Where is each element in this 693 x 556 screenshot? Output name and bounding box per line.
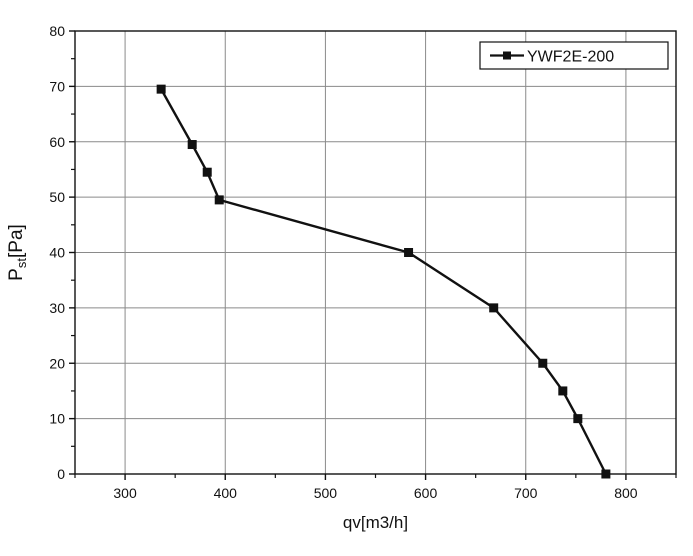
y-tick-label: 40 <box>49 245 65 261</box>
y-tick-label: 80 <box>49 23 65 39</box>
series-line <box>160 88 607 475</box>
y-axis-title-main: P <box>6 268 27 281</box>
data-point-marker <box>601 469 611 479</box>
data-point-marker <box>156 84 166 94</box>
y-tick-label: 30 <box>49 300 65 316</box>
x-tick-label: 700 <box>514 485 538 501</box>
legend-marker-square <box>503 51 511 60</box>
y-tick-label: 60 <box>49 134 65 150</box>
x-tick-label: 600 <box>414 485 438 501</box>
x-tick-label: 500 <box>314 485 338 501</box>
grid-lines <box>75 31 676 474</box>
data-point-marker <box>404 248 414 257</box>
data-point-marker <box>573 414 583 424</box>
legend: YWF2E-200 <box>479 41 669 70</box>
x-tick-label: 400 <box>214 485 238 501</box>
y-axis-title: Pst[Pa] <box>6 224 29 281</box>
data-point-marker <box>214 195 224 205</box>
x-tick-label: 800 <box>614 485 638 501</box>
y-axis-title-subscript: st <box>14 258 29 269</box>
y-axis-title-unit: [Pa] <box>6 224 27 258</box>
y-tick-label: 10 <box>49 411 65 427</box>
y-tick-label: 20 <box>49 355 65 371</box>
legend-label: YWF2E-200 <box>527 49 614 66</box>
y-tick-label: 70 <box>49 78 65 94</box>
y-tick-label: 50 <box>49 189 65 205</box>
data-point-marker <box>202 167 212 177</box>
data-point-marker <box>538 358 548 368</box>
y-axis-ticks: 0 10 20 30 40 50 60 70 80 <box>49 23 75 482</box>
data-point-marker <box>489 303 499 313</box>
data-point-marker <box>558 386 568 396</box>
x-tick-label: 300 <box>113 485 137 501</box>
minor-ticks <box>71 58 677 478</box>
y-tick-label: 0 <box>57 466 65 482</box>
data-point-marker <box>187 140 197 150</box>
x-axis-ticks: 300 400 500 600 700 800 <box>113 474 638 501</box>
x-axis-title: qv[m3/h] <box>343 513 408 532</box>
series-layer <box>156 84 611 479</box>
